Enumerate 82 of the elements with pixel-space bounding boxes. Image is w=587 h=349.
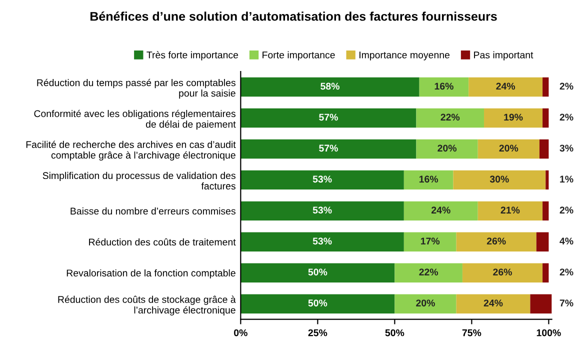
- bar: [542, 201, 549, 221]
- data-label: 3%: [560, 144, 574, 152]
- bar: [240, 108, 416, 128]
- x-tick-label: 25%: [308, 329, 328, 336]
- bar: [404, 201, 478, 221]
- legend-label: Pas important: [474, 51, 534, 60]
- legend-label: Importance moyenne: [360, 52, 450, 60]
- bar: [404, 232, 456, 252]
- bar: [240, 77, 420, 97]
- data-label: 20%: [499, 144, 518, 152]
- bar: [240, 263, 395, 282]
- bar: [468, 77, 543, 97]
- data-label: 30%: [490, 176, 509, 183]
- bar: [416, 108, 484, 128]
- y-tick-label: Simplification du processus de validation des factures: [42, 172, 236, 190]
- bar: [456, 294, 530, 314]
- bar: [240, 201, 404, 221]
- data-label: 53%: [312, 176, 332, 183]
- y-tick-label: Réduction des coûts de traitement: [89, 238, 236, 246]
- data-label: 22%: [440, 114, 460, 121]
- data-label: 26%: [486, 238, 506, 245]
- x-tick-label: 100%: [536, 329, 561, 336]
- bar: [546, 170, 549, 190]
- data-label: 24%: [496, 82, 516, 90]
- bar: [240, 170, 404, 190]
- bar: [453, 170, 546, 190]
- bar: [484, 108, 543, 128]
- data-label: 21%: [500, 206, 520, 214]
- bar: [542, 263, 549, 282]
- bar: [240, 139, 416, 159]
- legend-label: Très forte importance: [146, 51, 238, 60]
- bar: [394, 294, 456, 314]
- chart-title: Bénéfices d’une solution d’automatisation des factures fournisseurs: [90, 12, 497, 21]
- y-tick-label: Revalorisation de la fonction comptable: [66, 269, 236, 278]
- bar: [539, 139, 549, 159]
- data-label: 24%: [431, 206, 450, 214]
- x-tick-label: 50%: [385, 329, 404, 336]
- y-tick-label: Réduction du temps passé par les comptables pour la saisie: [37, 78, 236, 99]
- x-tick-label: 0%: [234, 329, 248, 336]
- data-label: 2%: [560, 206, 574, 214]
- bar: [456, 232, 536, 252]
- y-tick-label: Conformité avec les obligations réglementaires de délai de paiement: [34, 110, 236, 130]
- y-tick-label: Facilité de recherche des archives en cas d’audit comptable grâce à l’archivage électronique: [26, 140, 236, 161]
- data-label: 50%: [308, 268, 328, 276]
- data-label: 4%: [560, 238, 574, 244]
- bar: [530, 294, 552, 314]
- bar: [419, 77, 469, 97]
- data-label: 53%: [312, 238, 332, 245]
- bar: [240, 232, 404, 252]
- bar: [416, 139, 478, 159]
- x-tick-label: 75%: [462, 329, 482, 336]
- bar: [478, 201, 543, 221]
- data-label: 58%: [320, 82, 340, 90]
- y-tick-label: Baisse du nombre d’erreurs commises: [70, 207, 236, 215]
- bar: [462, 263, 543, 282]
- data-label: 7%: [560, 300, 574, 306]
- data-label: 16%: [434, 82, 454, 90]
- bar: [542, 77, 549, 97]
- data-label: 24%: [484, 300, 503, 306]
- bar: [478, 139, 540, 159]
- data-label: 53%: [312, 206, 332, 214]
- data-label: 19%: [504, 114, 523, 121]
- bar: [404, 170, 454, 190]
- data-label: 20%: [438, 144, 457, 152]
- data-label: 1%: [560, 176, 574, 183]
- y-tick-label: Réduction des coûts de stockage grâce à l’archivage électronique: [58, 296, 236, 316]
- data-label: 17%: [420, 238, 440, 244]
- bar: [542, 108, 549, 128]
- legend-label: Forte importance: [262, 51, 335, 60]
- data-label: 26%: [493, 268, 512, 276]
- bar: [394, 263, 462, 282]
- data-label: 20%: [416, 300, 435, 306]
- data-label: 57%: [319, 114, 338, 121]
- bar: [240, 294, 395, 314]
- bar: [536, 232, 549, 252]
- data-label: 2%: [560, 114, 574, 121]
- data-label: 50%: [308, 300, 328, 306]
- data-label: 57%: [319, 144, 338, 152]
- data-label: 22%: [419, 268, 438, 276]
- data-label: 2%: [560, 82, 574, 90]
- data-label: 2%: [560, 268, 574, 276]
- data-label: 16%: [419, 176, 438, 183]
